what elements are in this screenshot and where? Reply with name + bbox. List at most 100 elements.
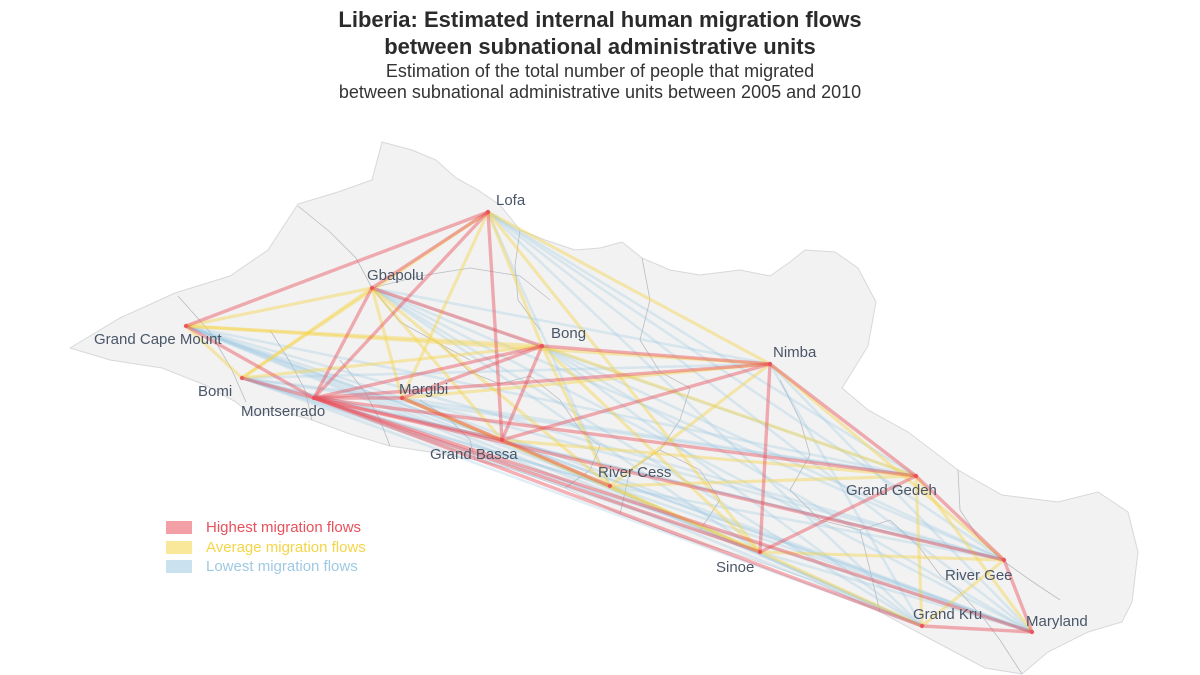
- node-grand-cape-mount: [183, 323, 189, 329]
- flow-average-gbapolu-grand-bassa: [370, 286, 504, 442]
- flow-low-bomi-margibi: [240, 376, 404, 400]
- flow-low-gbapolu-grand-kru: [370, 286, 924, 628]
- flow-low-grand-bassa-sinoe: [500, 438, 762, 554]
- flow-average-grand-kru-river-gee: [920, 558, 1006, 628]
- flow-high-montserrado-nimba: [312, 362, 772, 400]
- legend-label-average: Average migration flows: [206, 538, 366, 556]
- border-rcess-sinoe: [659, 449, 721, 531]
- legend-item-average: Average migration flows: [166, 538, 366, 558]
- legend-label-high: Highest migration flows: [206, 519, 362, 537]
- flow-high-bong-margibi: [400, 344, 544, 400]
- flow-average-lofa-nimba: [486, 210, 772, 366]
- border-gbassa-rcess: [564, 445, 601, 489]
- flow-high-montserrado-bong: [312, 344, 544, 400]
- flow-high-montserrado-maryland: [312, 396, 1034, 634]
- flow-low-lofa-maryland: [486, 210, 1034, 634]
- node-grand-bassa: [499, 437, 505, 443]
- border-gbapolu-bong: [371, 287, 471, 361]
- flow-low-grand-cape-mount-grand-kru: [184, 324, 924, 628]
- flow-average-lofa-margibi: [400, 210, 490, 400]
- flow-low-grand-cape-mount-margibi: [184, 324, 404, 400]
- flow-low-grand-cape-mount-maryland: [184, 324, 1034, 634]
- flow-average-nimba-margibi: [400, 362, 772, 400]
- flow-average-sinoe-river-gee: [758, 550, 1006, 562]
- node-grand-kru: [919, 623, 925, 629]
- flow-average-lofa-bong: [486, 210, 544, 348]
- label-river-gee: River Gee: [945, 567, 1013, 584]
- node-sinoe: [757, 549, 763, 555]
- flow-low-river-cess-grand-kru: [608, 484, 924, 628]
- border-lofa-bong: [514, 229, 541, 331]
- flow-average-river-cess-grand-gedeh: [608, 474, 918, 488]
- title-line-2: between subnational administrative units: [384, 34, 816, 59]
- flow-average-grand-gedeh-grand-bassa: [500, 438, 918, 478]
- flow-high-montserrado-sinoe: [312, 396, 762, 554]
- flow-low-grand-cape-mount-river-gee: [184, 324, 1006, 562]
- node-bong: [539, 343, 545, 349]
- flow-high-bong-grand-bassa: [500, 344, 544, 442]
- flow-high-montserrado-grand-kru: [312, 396, 924, 628]
- border-gcm-bomi: [177, 295, 247, 403]
- highest-flow-lines: [184, 210, 1034, 634]
- node-gbapolu: [369, 285, 375, 291]
- flow-average-bong-river-cess: [540, 344, 612, 488]
- label-grand-bassa: Grand Bassa: [430, 446, 518, 463]
- flow-high-montserrado-lofa: [312, 210, 490, 400]
- node-montserrado: [311, 395, 317, 401]
- flow-average-gbapolu-margibi: [370, 286, 404, 400]
- flow-low-margibi-grand-gedeh: [400, 396, 918, 478]
- flow-high-margibi-grand-bassa: [400, 396, 504, 442]
- flow-low-bomi-river-cess: [240, 376, 612, 488]
- label-montserrado: Montserrado: [241, 403, 325, 420]
- flow-average-margibi-river-cess: [400, 396, 612, 488]
- flow-average-lofa-sinoe: [486, 210, 762, 554]
- flow-low-nimba-grand-kru: [768, 362, 924, 628]
- flow-low-margibi-river-gee: [400, 396, 1006, 562]
- flow-low-bong-maryland: [540, 344, 1034, 634]
- border-lofa-gbapolu: [371, 267, 551, 301]
- flow-high-grand-gedeh-river-gee: [914, 474, 1006, 562]
- label-grand-gedeh: Grand Gedeh: [846, 482, 937, 499]
- flow-low-nimba-maryland: [768, 362, 1034, 634]
- node-nimba: [767, 361, 773, 367]
- average-flow-lines: [184, 210, 1034, 634]
- legend-swatch-average: [166, 540, 192, 554]
- flow-high-grand-gedeh-sinoe: [758, 474, 918, 554]
- flow-low-bomi-maryland: [240, 376, 1034, 634]
- border-ggedeh-rgee: [889, 519, 961, 593]
- flow-low-montserrado-river-cess: [312, 396, 612, 488]
- flow-average-grand-gedeh-grand-kru: [914, 474, 924, 628]
- flow-average-grand-cape-mount-nimba: [184, 324, 772, 366]
- flow-high-montserrado-grand-bassa: [312, 396, 504, 442]
- flow-low-margibi-grand-kru: [400, 396, 924, 628]
- flow-high-nimba-sinoe: [758, 362, 772, 554]
- subtitle-line-1: Estimation of the total number of people…: [385, 61, 815, 81]
- legend: Highest migration flows Average migratio…: [166, 518, 366, 577]
- flow-low-lofa-grand-gedeh: [486, 210, 918, 478]
- label-gbapolu: Gbapolu: [367, 267, 424, 284]
- flow-average-margibi-sinoe: [400, 396, 762, 554]
- flow-low-bong-grand-kru: [540, 344, 924, 628]
- flow-high-montserrado-river-gee: [312, 396, 1006, 562]
- flow-low-bomi-grand-kru: [240, 376, 924, 628]
- node-river-gee: [1001, 557, 1007, 563]
- subtitle-line-2: between subnational administrative units…: [338, 82, 862, 102]
- label-margibi: Margibi: [399, 381, 448, 398]
- border-lofa-west: [297, 205, 373, 289]
- flow-high-lofa-gbapolu: [370, 210, 490, 290]
- flow-low-grand-bassa-maryland: [500, 438, 1034, 634]
- legend-swatch-high: [166, 521, 192, 535]
- flow-average-nimba-river-cess: [608, 362, 772, 488]
- flow-low-grand-cape-mount-sinoe: [184, 324, 762, 554]
- flow-low-grand-bassa-grand-kru: [500, 438, 924, 628]
- map-title: Liberia: Estimated internal human migrat…: [0, 6, 1200, 60]
- node-maryland: [1029, 629, 1035, 635]
- flow-low-bomi-river-gee: [240, 376, 1006, 562]
- flow-high-montserrado-grand-gedeh: [312, 396, 918, 478]
- flow-high-gbapolu-bong: [370, 286, 544, 348]
- node-grand-gedeh: [913, 473, 919, 479]
- border-margibi-bong: [439, 343, 531, 385]
- border-margibi-gbassa: [419, 399, 476, 461]
- node-margibi: [399, 395, 405, 401]
- flow-low-lofa-river-cess: [486, 210, 612, 488]
